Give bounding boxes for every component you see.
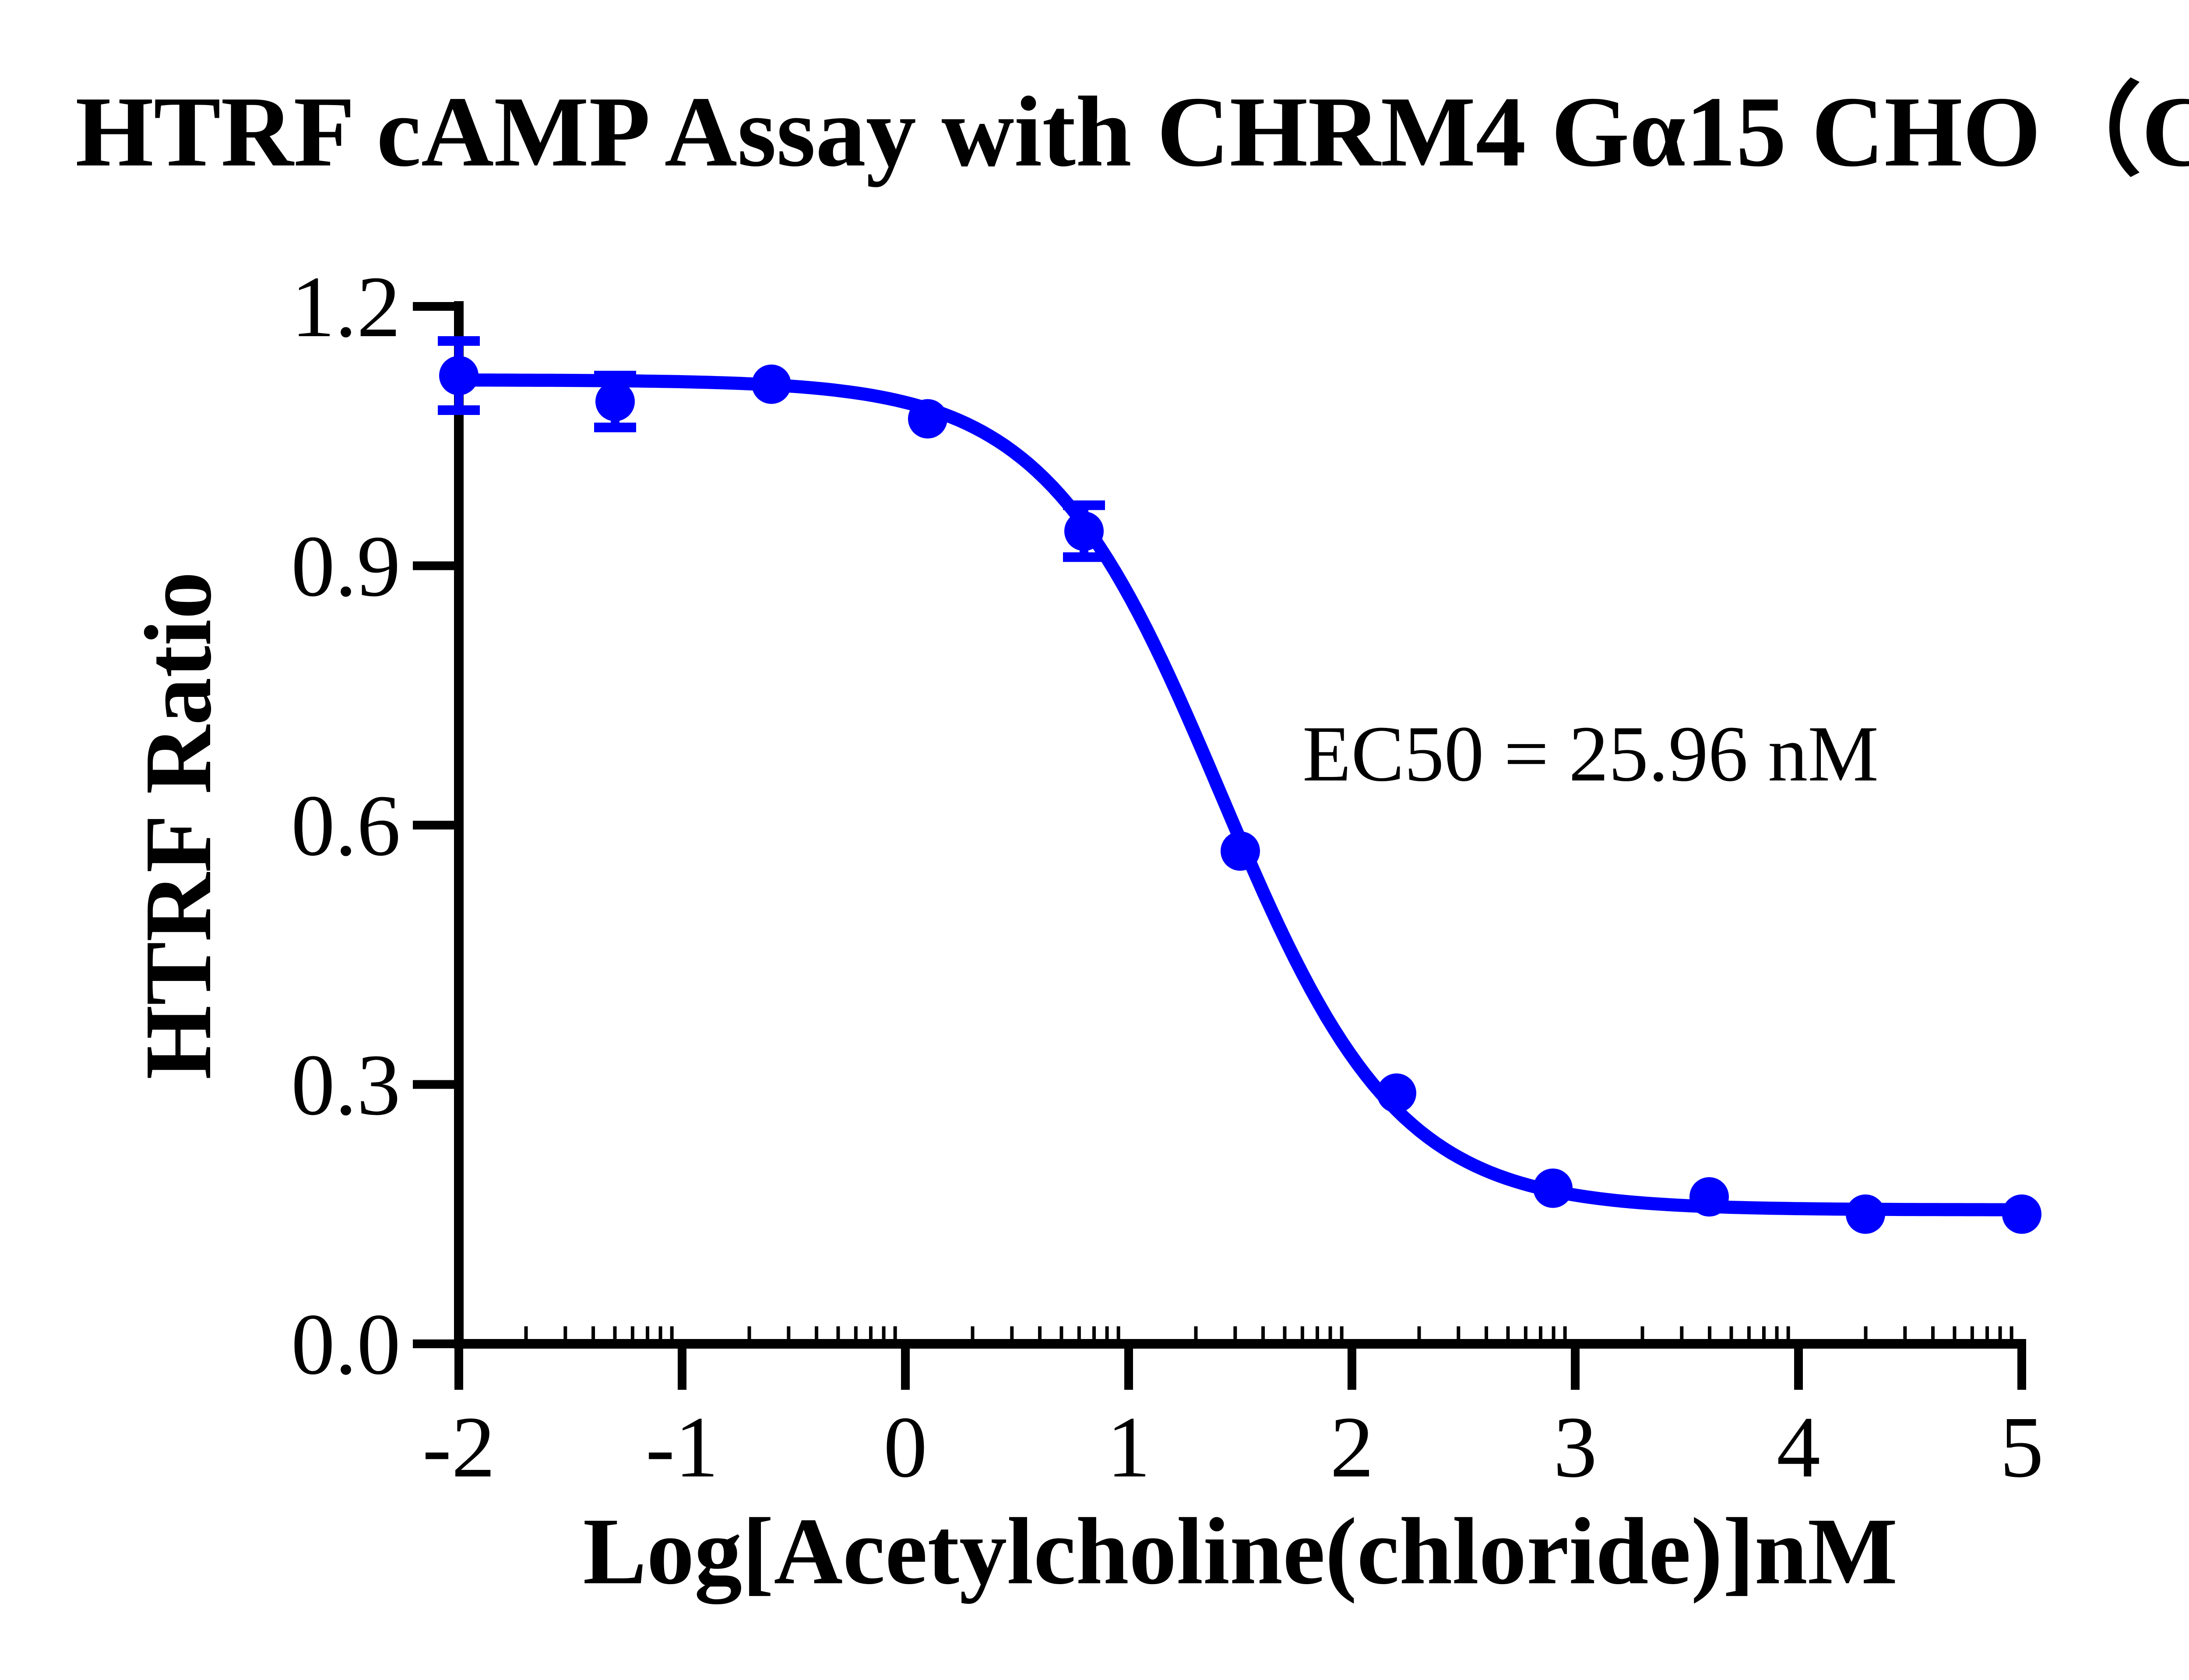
x-tick-label: 1 bbox=[1107, 1399, 1151, 1496]
y-tick-label: 0.0 bbox=[291, 1296, 401, 1393]
data-point-marker bbox=[1689, 1177, 1729, 1217]
data-point-marker bbox=[1221, 831, 1260, 871]
x-tick-label: 4 bbox=[1777, 1399, 1820, 1496]
chart-title: HTRF cAMP Assay with CHRM4 Gα15 CHO（C7） bbox=[75, 76, 2189, 187]
data-point-marker bbox=[1064, 511, 1104, 551]
y-tick-label: 0.3 bbox=[291, 1037, 401, 1134]
data-point-marker bbox=[1533, 1168, 1573, 1208]
major-ticks bbox=[413, 302, 2026, 1390]
y-tick-label: 1.2 bbox=[291, 259, 401, 355]
data-point-marker bbox=[439, 356, 479, 395]
x-tick-label: 0 bbox=[883, 1399, 927, 1496]
x-minor-ticks bbox=[524, 1326, 2013, 1340]
data-point-marker bbox=[1377, 1073, 1416, 1113]
data-points bbox=[439, 356, 2041, 1234]
data-point-marker bbox=[908, 399, 947, 439]
ec50-annotation: EC50 = 25.96 nM bbox=[1302, 710, 1879, 798]
data-point-marker bbox=[595, 382, 635, 422]
x-tick-label: -2 bbox=[422, 1399, 496, 1496]
y-tick-label: 0.9 bbox=[291, 518, 401, 615]
x-axis-label: Log[Acetylcholine(chloride)]nM bbox=[583, 1499, 1898, 1604]
y-tick-label: 0.6 bbox=[291, 777, 401, 874]
x-tick-label: -1 bbox=[646, 1399, 719, 1496]
data-point-marker bbox=[2002, 1194, 2041, 1234]
x-tick-label: 3 bbox=[1553, 1399, 1597, 1496]
x-tick-label: 2 bbox=[1330, 1399, 1374, 1496]
data-point-marker bbox=[752, 364, 791, 404]
y-axis-label: HTRF Ratio bbox=[126, 572, 231, 1080]
tick-labels: -2 -1 0 1 2 3 4 5 0.0 0.3 0.6 0.9 1.2 bbox=[291, 259, 2044, 1496]
x-tick-label: 5 bbox=[2000, 1399, 2044, 1496]
data-point-marker bbox=[1846, 1194, 1885, 1234]
